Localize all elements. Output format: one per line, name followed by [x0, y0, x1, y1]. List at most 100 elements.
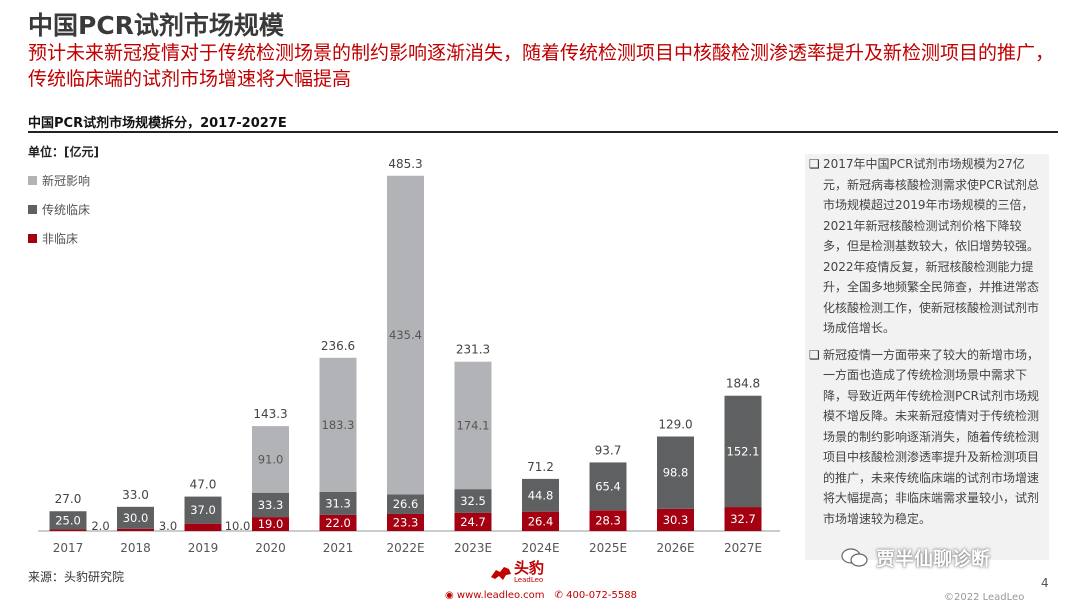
bar-segment-non-clinical — [589, 510, 627, 531]
leadleo-logo: 头豹 LeadLeo — [490, 561, 544, 584]
website-link[interactable]: ◉ www.leadleo.com — [445, 590, 545, 601]
total-label: 485.3 — [388, 157, 422, 171]
bar-segment-traditional — [117, 506, 154, 529]
segment-label-non-clinical: 19.0 — [258, 517, 284, 531]
legend-swatch-non-clinical — [28, 234, 37, 243]
legend-label-covid: 新冠影响 — [42, 174, 91, 188]
website-text: www.leadleo.com — [456, 590, 545, 601]
x-tick-label: 2027E — [724, 541, 762, 555]
page-title: 中国PCR试剂市场规模 — [28, 11, 284, 40]
bar-segment-non-clinical — [454, 512, 492, 531]
bar-segment-traditional — [589, 462, 627, 511]
segment-label-traditional: 152.1 — [727, 444, 760, 458]
x-tick-label: 2025E — [589, 541, 627, 555]
segment-label-covid: 435.4 — [389, 328, 422, 342]
phone-text: 400-072-5588 — [566, 590, 637, 601]
chart-legend: 新冠影响 传统临床 非临床 — [28, 166, 90, 253]
bar-segment-covid — [387, 175, 424, 495]
total-label: 231.3 — [456, 343, 490, 357]
segment-label-non-clinical: 23.3 — [393, 515, 419, 529]
source-note: 来源：头豹研究院 — [28, 570, 125, 584]
page-number: 4 — [1041, 576, 1049, 590]
segment-label-covid: 91.0 — [258, 452, 284, 466]
segment-label-traditional: 65.4 — [595, 479, 621, 493]
bar-segment-traditional — [522, 478, 559, 512]
segment-label-non-clinical: 22.0 — [325, 516, 351, 530]
bar-segment-covid — [319, 357, 357, 492]
stacked-bar-chart: 2.0 25.0 27.0 2017 3.0 30.0 33.0 2018 10.0 37.0 47… — [38, 157, 780, 555]
bar-segment-traditional — [724, 395, 762, 508]
segment-label-traditional: 26.6 — [393, 497, 419, 511]
x-tick-label: 2024E — [521, 541, 559, 555]
segment-label-traditional: 37.0 — [190, 503, 216, 517]
total-label: 236.6 — [321, 339, 355, 353]
note-item: ❑ 新冠疫情一方面带来了较大的新增市场，一方面也造成了传统检测场景中需求下降，导… — [809, 345, 1043, 530]
x-tick-label: 2022E — [386, 541, 424, 555]
bar-segment-covid — [454, 361, 492, 490]
total-label: 93.7 — [595, 443, 622, 457]
legend-swatch-traditional — [28, 205, 37, 214]
legend-item-covid: 新冠影响 — [28, 166, 90, 195]
bar-segment-traditional — [319, 491, 357, 515]
phone-icon: ✆ — [554, 590, 567, 601]
wechat-icon — [841, 547, 868, 567]
total-label: 71.2 — [527, 460, 554, 474]
total-label: 33.0 — [122, 488, 149, 502]
wechat-watermark: 贾半仙聊诊断 — [840, 544, 990, 571]
checkbox-bullet-icon: ❑ — [809, 347, 820, 362]
total-label: 184.8 — [726, 377, 760, 391]
bar-segment-traditional — [184, 496, 222, 524]
bar-segment-non-clinical — [117, 528, 154, 531]
legend-item-non-clinical: 非临床 — [28, 224, 90, 253]
logo-name: 头豹 — [514, 559, 545, 577]
bar-segment-non-clinical — [724, 507, 762, 531]
segment-label-non-clinical: 24.7 — [460, 515, 486, 529]
segment-label-non-clinical: 32.7 — [730, 512, 756, 526]
segment-label-traditional: 30.0 — [123, 511, 149, 525]
bar-segment-traditional — [49, 511, 87, 530]
segment-label-non-clinical: 30.3 — [663, 513, 689, 527]
segment-label-traditional: 33.3 — [258, 498, 284, 512]
legend-label-non-clinical: 非临床 — [42, 232, 79, 246]
unit-label: 单位：[亿元] — [28, 145, 99, 159]
bar-segment-non-clinical — [657, 508, 694, 531]
notes-panel: ❑ 2017年中国PCR试剂市场规模为27亿元，新冠病毒核酸检测需求使PCR试剂… — [805, 154, 1049, 560]
bar-segment-traditional — [657, 436, 694, 509]
x-tick-label: 2020 — [255, 541, 286, 555]
heading-divider — [28, 131, 1058, 133]
segment-label-non-clinical: 3.0 — [159, 519, 177, 533]
bar-segment-traditional — [252, 492, 289, 518]
segment-label-non-clinical: 26.4 — [528, 514, 554, 528]
bar-segment-non-clinical — [319, 514, 357, 531]
segment-label-traditional: 98.8 — [663, 466, 689, 480]
leopard-logo-icon — [491, 566, 511, 580]
logo-subtext: LeadLeo — [514, 576, 544, 584]
total-label: 27.0 — [55, 492, 82, 506]
x-tick-label: 2026E — [656, 541, 694, 555]
note-item: ❑ 2017年中国PCR试剂市场规模为27亿元，新冠病毒核酸检测需求使PCR试剂… — [809, 154, 1043, 339]
segment-label-covid: 183.3 — [322, 418, 355, 432]
legend-label-traditional: 传统临床 — [42, 203, 91, 217]
bar-segment-non-clinical — [49, 529, 87, 531]
bar-segment-traditional — [454, 489, 492, 513]
x-tick-label: 2019 — [188, 541, 219, 555]
segment-label-non-clinical: 10.0 — [225, 519, 251, 533]
globe-icon: ◉ — [445, 590, 457, 601]
x-tick-label: 2021 — [323, 541, 354, 555]
checkbox-bullet-icon: ❑ — [809, 157, 820, 171]
bar-segment-traditional — [387, 494, 424, 514]
bar-segment-covid — [252, 426, 289, 493]
phone-number: ✆ 400-072-5588 — [555, 590, 637, 601]
segment-label-traditional: 25.0 — [55, 513, 81, 527]
page-subtitle: 预计未来新冠疫情对于传统检测场景的制约影响逐渐消失，随着传统检测项目中核酸检测渗… — [28, 42, 1055, 90]
x-tick-label: 2017 — [53, 541, 84, 555]
segment-label-covid: 174.1 — [457, 418, 490, 432]
bar-segment-non-clinical — [252, 517, 289, 531]
note-text: 新冠疫情一方面带来了较大的新增市场，一方面也造成了传统检测场景中需求下降，导致近… — [823, 347, 1040, 526]
segment-label-traditional: 32.5 — [460, 494, 486, 508]
bar-segment-non-clinical — [387, 513, 424, 531]
total-label: 129.0 — [658, 417, 692, 431]
segment-label-traditional: 31.3 — [325, 496, 351, 510]
bar-segment-non-clinical — [522, 511, 559, 531]
x-tick-label: 2023E — [454, 541, 492, 555]
